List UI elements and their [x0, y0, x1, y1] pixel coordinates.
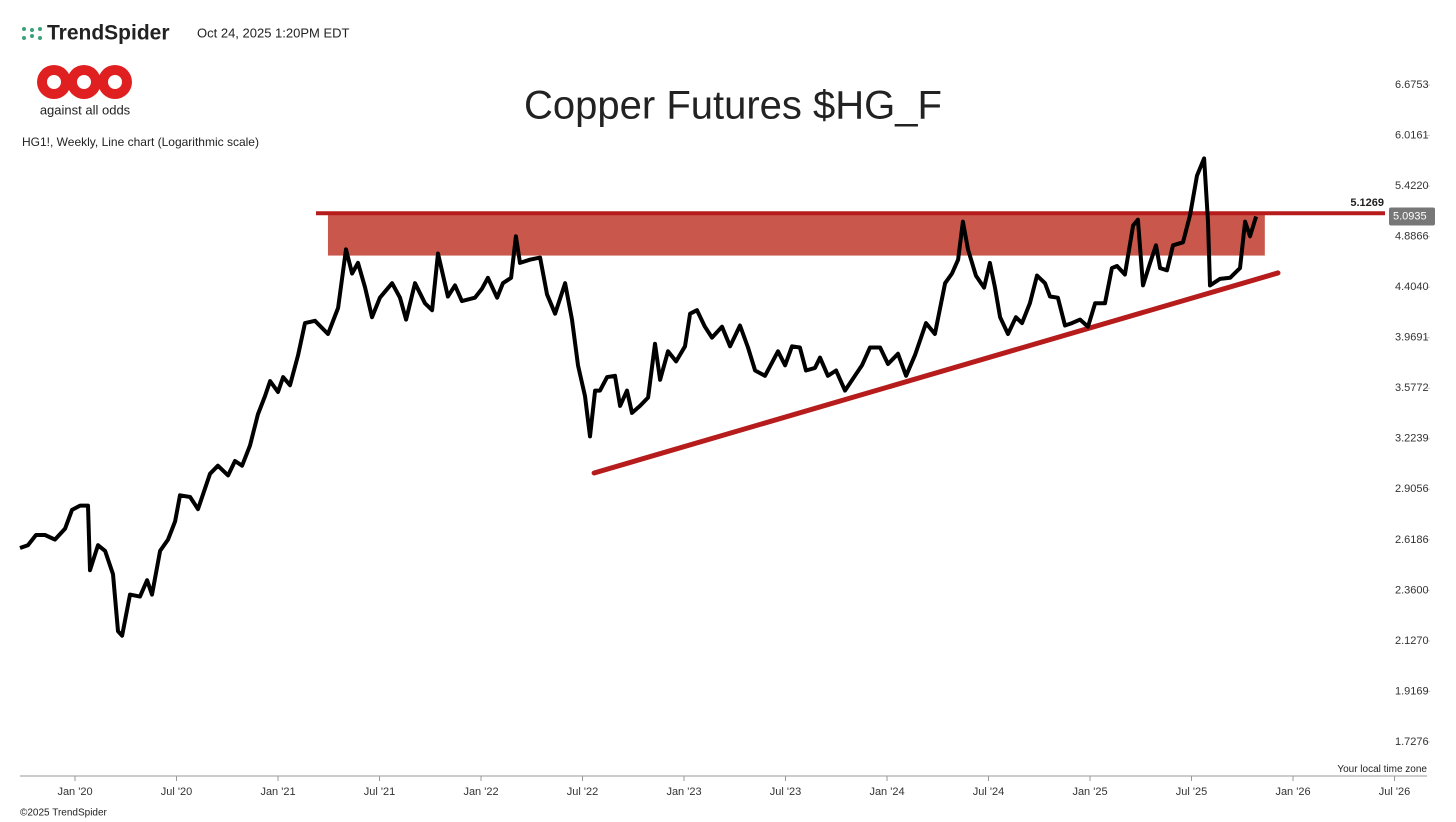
price-line: [19, 156, 1259, 638]
resistance-label: 5.1269: [1350, 197, 1384, 209]
timestamp: Oct 24, 2025 1:20PM EDT: [197, 25, 350, 40]
last-price-box: [1389, 207, 1435, 226]
y-tick-label: 3.9691: [1395, 332, 1429, 344]
x-tick-label: Jan '25: [1072, 786, 1107, 798]
timezone-note: Your local time zone: [1337, 764, 1427, 775]
y-tick-label: 3.2239: [1395, 433, 1429, 445]
y-tick-label: 6.6753: [1395, 79, 1429, 91]
y-tick-label: 2.1270: [1395, 635, 1429, 647]
y-tick-label: 1.7276: [1395, 736, 1429, 748]
y-tick-label: 6.0161: [1395, 129, 1429, 141]
y-tick-label: 3.5772: [1395, 382, 1429, 394]
x-tick-label: Jul '25: [1176, 786, 1207, 798]
aao-logo: [37, 65, 132, 99]
y-tick-label: 5.4220: [1395, 180, 1429, 192]
y-tick-label: 2.9056: [1395, 483, 1429, 495]
x-tick-label: Jan '22: [463, 786, 498, 798]
resistance-zone: [327, 214, 1265, 256]
y-tick-label: 4.8866: [1395, 231, 1429, 243]
y-tick-label: 2.3600: [1395, 584, 1429, 596]
brand: TrendSpider: [47, 22, 170, 45]
last-price-label: 5.0935: [1393, 210, 1427, 222]
chart-subtitle: HG1!, Weekly, Line chart (Logarithmic sc…: [22, 135, 259, 149]
x-tick-label: Jan '26: [1275, 786, 1310, 798]
x-tick-label: Jul '20: [161, 786, 192, 798]
x-tick-label: Jul '22: [567, 786, 598, 798]
chart-title: Copper Futures $HG_F: [524, 84, 942, 128]
trendline: [591, 270, 1281, 476]
x-tick-label: Jan '23: [666, 786, 701, 798]
x-tick-label: Jan '24: [869, 786, 904, 798]
x-tick-label: Jan '21: [260, 786, 295, 798]
x-tick-label: Jul '26: [1379, 786, 1410, 798]
x-tick-label: Jul '24: [973, 786, 1004, 798]
x-tick-label: Jul '21: [364, 786, 395, 798]
y-tick-label: 4.4040: [1395, 281, 1429, 293]
logo-text: against all odds: [40, 102, 131, 117]
x-tick-label: Jan '20: [57, 786, 92, 798]
footer: ©2025 TrendSpider: [20, 808, 108, 819]
x-tick-label: Jul '23: [770, 786, 801, 798]
y-tick-label: 2.6186: [1395, 534, 1429, 546]
brand-logo: [22, 27, 42, 40]
y-tick-label: 1.9169: [1395, 685, 1429, 697]
